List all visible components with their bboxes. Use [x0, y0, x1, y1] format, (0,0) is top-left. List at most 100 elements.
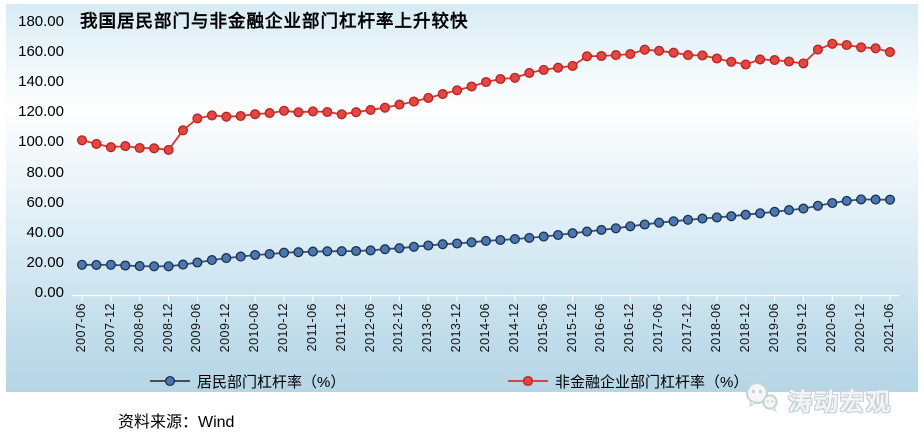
data-point [509, 234, 520, 245]
legend-item-corporate: 非金融企业部门杠杆率（%） [508, 370, 748, 392]
data-point [466, 81, 477, 92]
x-axis-label: 2020-12 [853, 303, 868, 353]
data-point [711, 212, 722, 223]
data-point [177, 259, 189, 270]
data-point [524, 67, 535, 78]
data-point [553, 62, 564, 73]
data-point [408, 96, 419, 107]
data-point [91, 259, 102, 270]
data-point [740, 209, 751, 220]
data-point [351, 245, 362, 257]
data-point [365, 245, 376, 256]
x-axis-label: 2020-06 [824, 303, 839, 353]
data-point [365, 104, 376, 115]
data-point [553, 229, 564, 241]
x-axis-label: 2012-12 [391, 303, 406, 353]
data-point [480, 235, 492, 246]
data-point [192, 257, 203, 268]
data-point [307, 246, 318, 257]
data-point [134, 261, 145, 272]
data-point [264, 249, 275, 260]
x-axis-label: 2016-12 [622, 303, 637, 353]
data-point [76, 259, 88, 270]
x-axis-label: 2008-12 [160, 303, 175, 353]
data-point [870, 194, 881, 205]
data-point [452, 85, 463, 96]
x-axis-label: 2017-12 [680, 303, 694, 353]
data-point [654, 217, 665, 228]
data-point [408, 241, 419, 252]
data-point [177, 125, 189, 136]
data-point [379, 102, 391, 113]
data-point [394, 243, 405, 254]
data-point [322, 246, 333, 257]
x-axis-label: 2010-06 [247, 303, 262, 353]
data-point [755, 208, 766, 219]
data-point [841, 195, 852, 206]
y-axis-label: 40.00 [26, 223, 64, 241]
x-axis-label: 2019-12 [795, 303, 810, 353]
x-axis-label: 2013-06 [420, 303, 435, 353]
data-point [783, 56, 795, 67]
data-point [827, 38, 838, 49]
legend-marker-icon [150, 375, 190, 387]
data-point [250, 109, 261, 120]
data-point [509, 72, 520, 83]
data-point [682, 214, 694, 225]
watermark-text: 涛动宏观 [788, 389, 892, 416]
data-point [610, 223, 621, 234]
x-axis-label: 2017-06 [651, 303, 666, 353]
data-point [206, 110, 217, 121]
data-point [149, 261, 160, 272]
line-chart [72, 38, 900, 302]
data-point [105, 259, 116, 270]
data-point [639, 219, 650, 230]
x-axis-label: 2018-06 [708, 303, 723, 353]
data-point [668, 47, 679, 58]
data-point [884, 47, 896, 58]
data-point [495, 73, 506, 85]
x-axis-label: 2007-12 [102, 303, 117, 353]
y-axis-label: 0.00 [34, 284, 64, 302]
data-point [76, 135, 88, 146]
x-axis-label: 2011-12 [333, 303, 348, 352]
data-point [91, 138, 102, 149]
data-point [134, 142, 145, 154]
data-point [769, 55, 780, 66]
data-point [581, 226, 593, 237]
data-point [192, 113, 203, 124]
x-axis-label: 2021-06 [882, 303, 896, 353]
data-point [149, 143, 160, 154]
y-axis-label: 120.00 [18, 103, 64, 121]
source-label: 资料来源：Wind [118, 414, 235, 431]
watermark: 涛动宏观 [744, 381, 892, 418]
corporate-leverage-series [76, 38, 896, 155]
data-point [682, 50, 694, 61]
data-point [351, 107, 362, 118]
x-axis-label: 2018-12 [737, 303, 752, 353]
data-point [740, 59, 751, 70]
data-point [596, 224, 607, 235]
data-point [798, 58, 809, 69]
data-point [639, 44, 650, 55]
data-point [538, 64, 549, 75]
x-axis-label: 2011-06 [304, 303, 319, 352]
data-point [812, 200, 823, 211]
data-point [278, 247, 290, 258]
data-point [711, 53, 722, 64]
data-point [235, 110, 246, 122]
data-point [610, 50, 621, 61]
data-point [726, 211, 737, 222]
data-point [581, 51, 593, 62]
legend-item-household: 居民部门杠杆率（%） [150, 370, 345, 392]
x-axis-label: 2015-06 [535, 303, 550, 353]
data-point [120, 260, 131, 271]
data-point [105, 142, 116, 153]
y-axis-label: 180.00 [18, 12, 64, 30]
data-point [466, 237, 477, 248]
data-point [293, 107, 304, 118]
x-axis-label: 2019-06 [766, 303, 781, 353]
data-point [524, 232, 535, 243]
data-point [437, 239, 448, 250]
x-axis-label: 2012-06 [362, 303, 377, 353]
